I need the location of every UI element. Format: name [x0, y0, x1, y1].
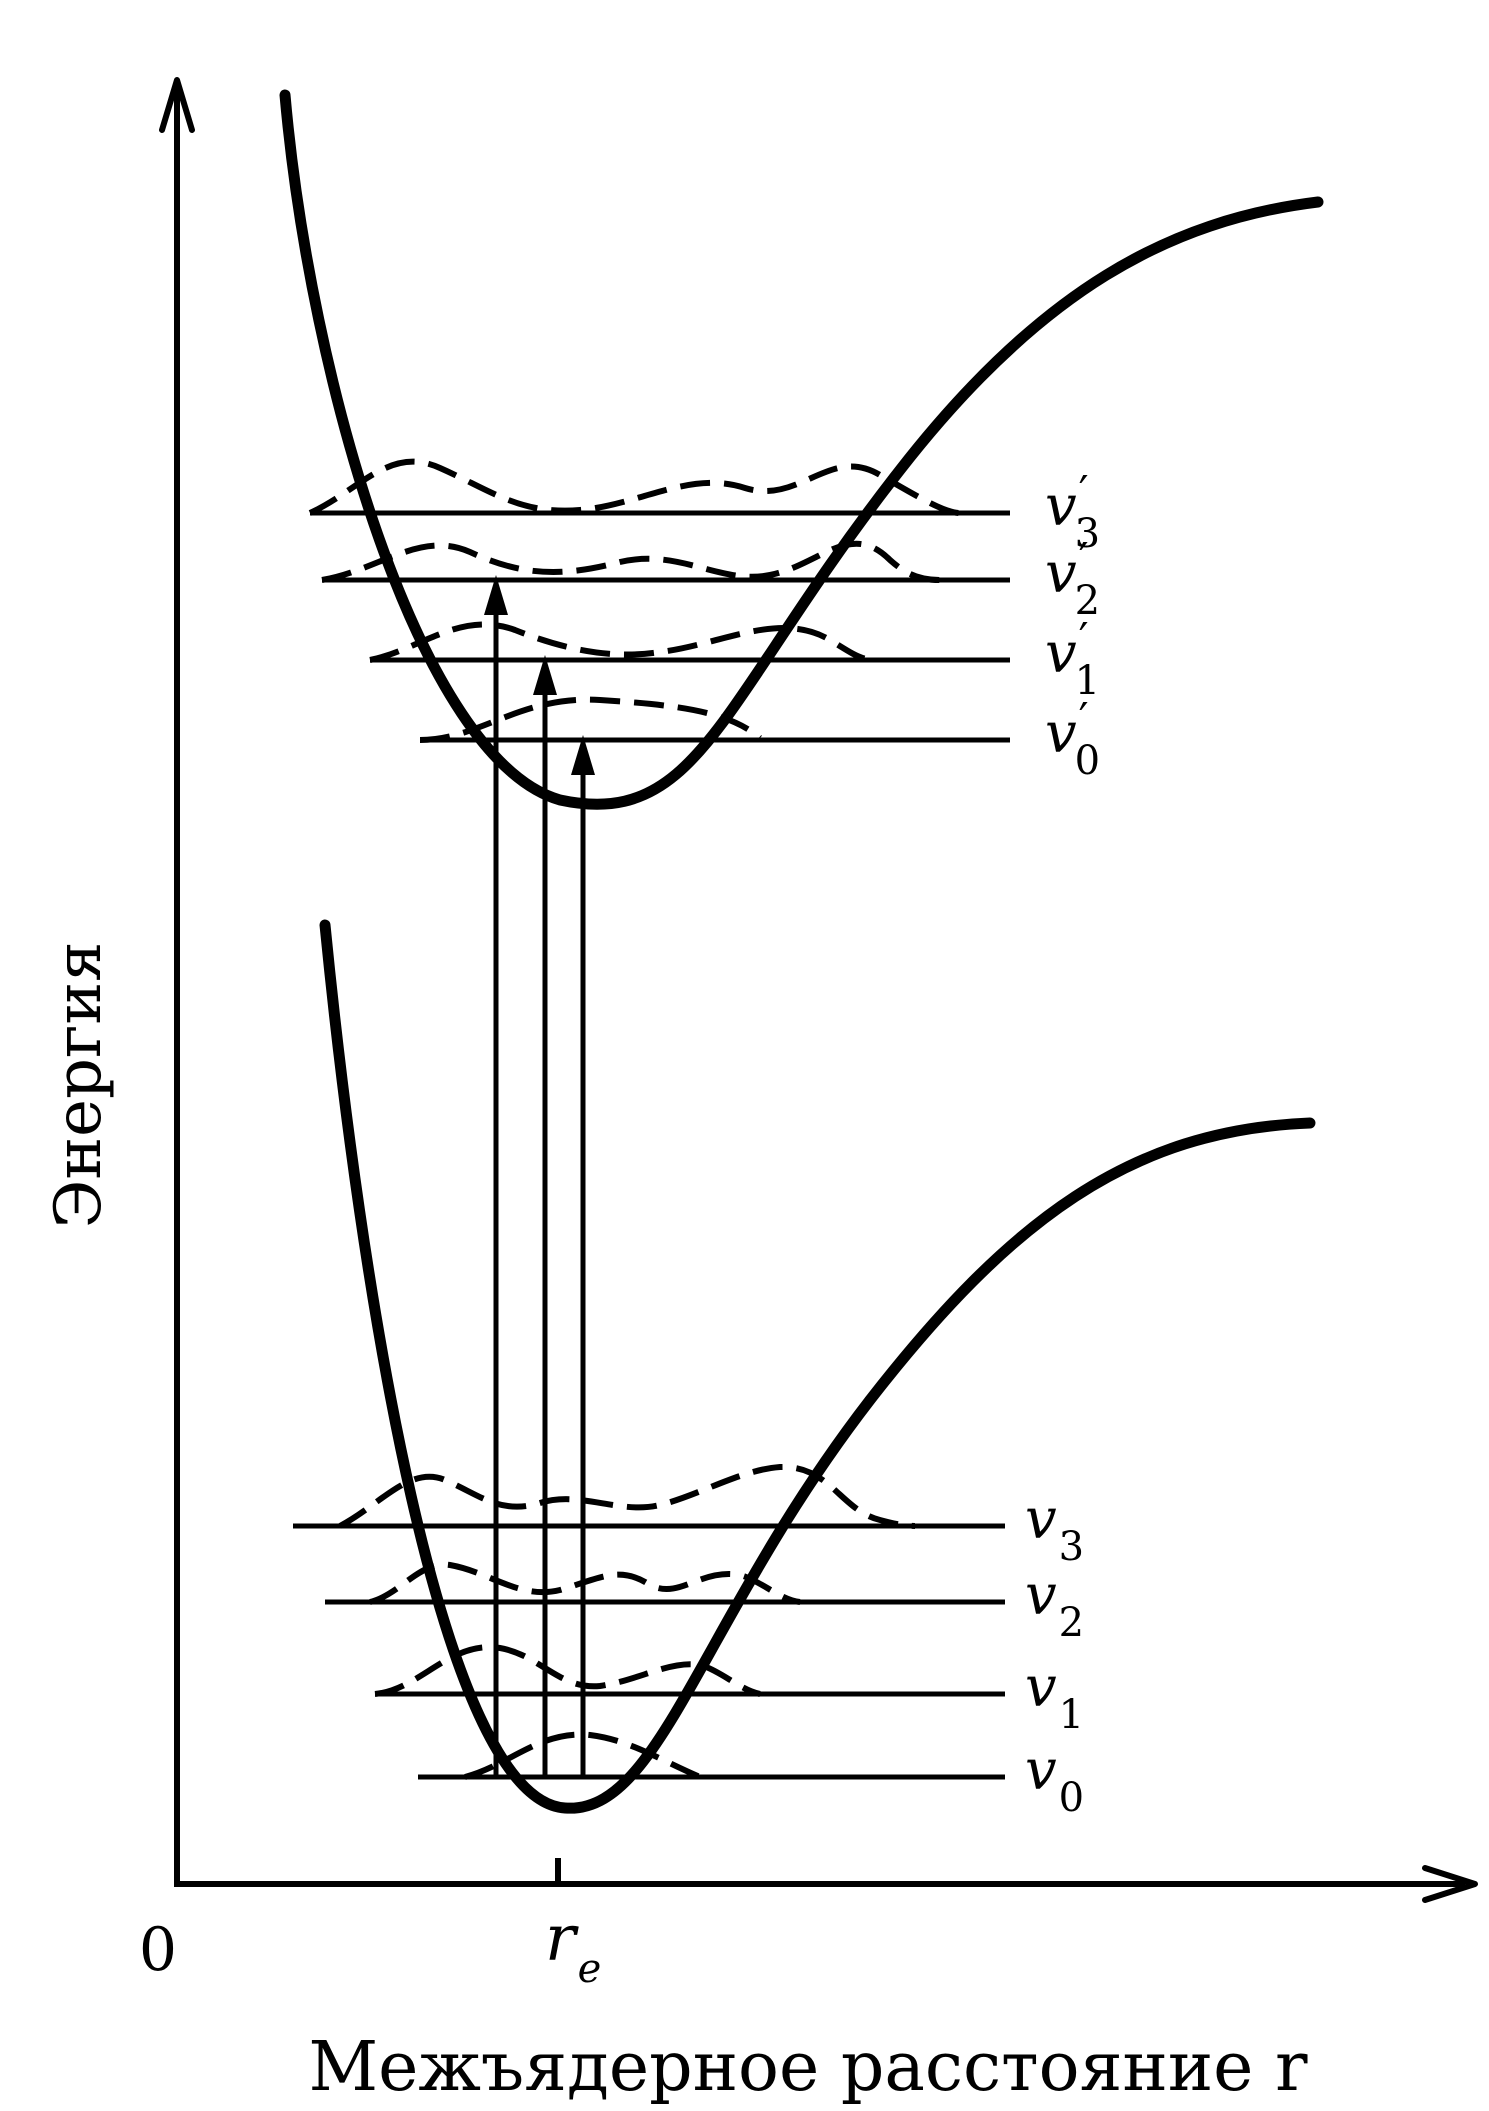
upper-wavefunction-2	[321, 540, 941, 583]
lower-level-labels: v3 v2 v1 v0	[1025, 1487, 1084, 1821]
axes	[159, 77, 1478, 1903]
origin-label: 0	[139, 1915, 177, 1985]
upper-level-label-1: v′ 1	[1045, 614, 1100, 704]
upper-wavefunction-0	[419, 696, 762, 743]
lower-level-label-2: v2	[1025, 1563, 1084, 1646]
upper-levels	[310, 510, 1010, 743]
y-axis-label: Энергия	[42, 941, 116, 1228]
lower-levels	[293, 1523, 1005, 1780]
upper-potential-curve	[279, 89, 1324, 810]
upper-wavefunction-3	[308, 458, 961, 516]
lower-wavefunction-1	[374, 1644, 761, 1697]
upper-level-label-3: v′ 3	[1045, 467, 1100, 557]
x-axis-arrow	[1422, 1865, 1478, 1903]
arrowhead-0-1	[533, 655, 557, 695]
lower-level-label-3: v3	[1025, 1487, 1084, 1570]
lower-wavefunction-0	[464, 1731, 702, 1780]
upper-level-labels: v′ 3 v′ 2 v′ 1 v′ 0	[1045, 467, 1100, 784]
lower-wavefunction-2	[369, 1561, 801, 1605]
lower-wavefunctions	[338, 1463, 916, 1780]
lower-potential-curve	[319, 919, 1316, 1814]
re-label: re	[545, 1902, 601, 1992]
x-axis-label: Межъядерное расстояние r	[308, 2028, 1308, 2107]
arrowhead-0-0	[571, 735, 595, 775]
transition-arrows	[484, 575, 595, 1777]
arrowhead-0-2	[484, 575, 508, 615]
lower-level-label-0: v0	[1025, 1738, 1084, 1821]
lower-wavefunction-3	[338, 1463, 916, 1529]
lower-level-label-1: v1	[1025, 1655, 1084, 1738]
upper-level-label-2: v′ 2	[1045, 534, 1100, 624]
upper-wavefunction-1	[369, 621, 876, 663]
upper-wavefunctions	[308, 458, 961, 743]
upper-level-label-0: v′ 0	[1045, 694, 1100, 784]
y-axis-arrow	[159, 77, 195, 133]
